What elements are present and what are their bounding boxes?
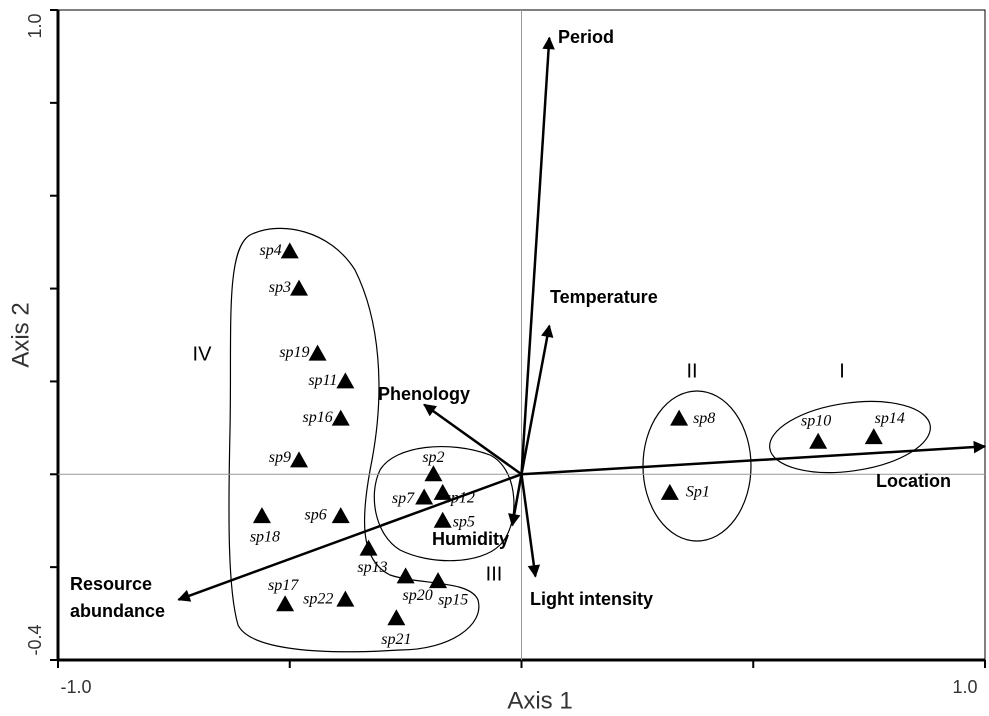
species-marker (415, 488, 434, 505)
group-label: I (839, 360, 845, 382)
species-marker (308, 344, 327, 361)
species-label: sp22 (303, 590, 333, 607)
vector-arrow (508, 474, 523, 527)
vector-label: Temperature (550, 287, 658, 307)
x-tick-label: 1.0 (952, 677, 977, 697)
y-tick-label: -0.4 (25, 624, 45, 655)
species-label: sp3 (269, 279, 291, 296)
species-marker (331, 507, 350, 524)
vector-label: Location (876, 471, 951, 491)
species-marker (433, 483, 452, 500)
vector-label: Light intensity (530, 589, 653, 609)
group-label: III (486, 563, 503, 585)
species-marker (429, 572, 448, 589)
species-label: sp11 (308, 372, 337, 389)
vector-label: Humidity (432, 529, 509, 549)
group-outline (228, 227, 480, 653)
vector-arrow (177, 473, 522, 602)
group-label: IV (193, 343, 213, 365)
vector-label: Phenology (378, 384, 470, 404)
y-tick-label: 1.0 (25, 13, 45, 38)
species-marker (359, 539, 378, 556)
vector-label: Resource abundance (70, 574, 165, 621)
species-marker (276, 595, 295, 612)
species-label: sp20 (403, 587, 433, 604)
species-marker (331, 409, 350, 426)
species-label: sp6 (305, 507, 327, 524)
species-label: sp17 (268, 577, 299, 594)
vector-arrow (520, 474, 541, 578)
species-label: sp13 (357, 559, 387, 576)
species-label: sp21 (381, 631, 411, 648)
x-axis-label: Axis 1 (507, 687, 572, 714)
vector-arrow (521, 440, 987, 476)
species-label: sp18 (250, 529, 280, 546)
species-label: sp5 (453, 513, 475, 530)
species-marker (387, 609, 406, 626)
species-marker (252, 507, 271, 524)
species-marker (290, 279, 309, 296)
species-label: sp8 (693, 410, 715, 427)
group-label: II (686, 360, 697, 382)
species-label: sp4 (260, 242, 282, 259)
species-marker (396, 567, 415, 584)
vector-arrow (520, 36, 555, 475)
vector-arrow (520, 324, 554, 475)
group-outline (373, 446, 515, 562)
species-label: sp12 (445, 490, 475, 507)
vector-arrow (423, 403, 523, 476)
species-label: Sp1 (686, 484, 710, 501)
species-label: sp10 (801, 412, 831, 429)
species-label: sp7 (392, 490, 415, 507)
vector-label: Period (558, 27, 614, 47)
species-marker (864, 428, 883, 445)
x-tick-label: -1.0 (60, 677, 91, 697)
species-label: sp9 (269, 449, 291, 466)
species-label: sp14 (875, 410, 905, 427)
species-marker (336, 590, 355, 607)
species-marker (336, 372, 355, 389)
species-label: sp15 (438, 592, 468, 609)
species-marker (433, 511, 452, 528)
species-marker (809, 432, 828, 449)
group-outline (769, 400, 931, 474)
species-marker (280, 242, 299, 259)
species-marker (660, 483, 679, 500)
y-axis-label: Axis 2 (7, 302, 34, 367)
species-label: sp19 (279, 344, 309, 361)
species-label: sp2 (422, 449, 444, 466)
species-marker (424, 465, 443, 482)
species-label: sp16 (303, 409, 333, 426)
species-marker (670, 409, 689, 426)
species-marker (290, 451, 309, 468)
